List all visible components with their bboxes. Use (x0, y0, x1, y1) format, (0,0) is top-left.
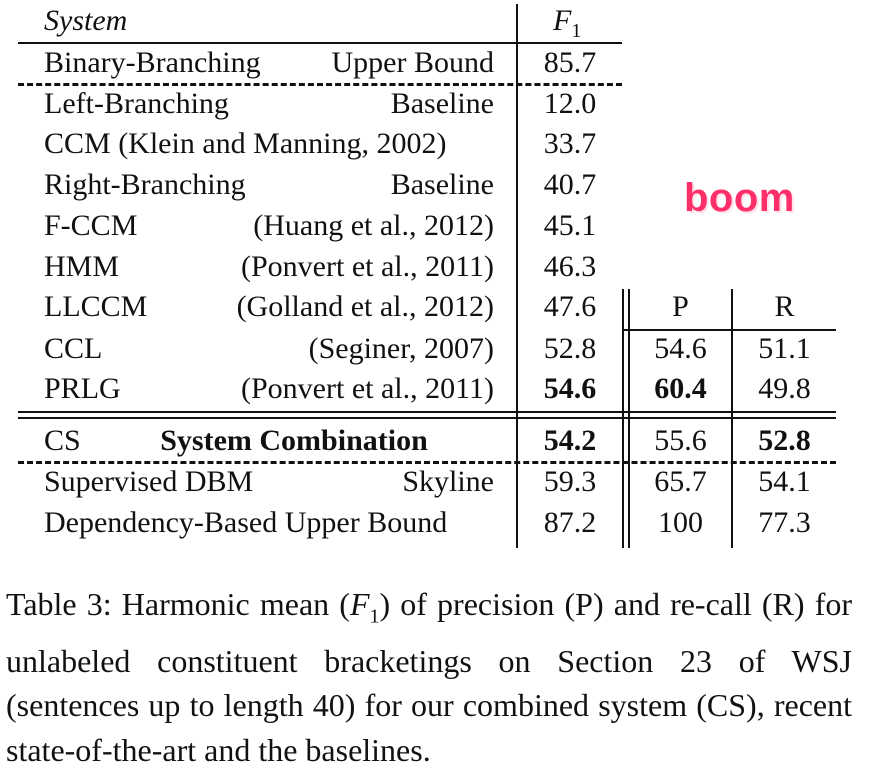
row-system-note: (Ponvert et al., 2011) (241, 250, 494, 283)
row-system-name: Left-Branching (44, 87, 229, 120)
row-system-note: (Ponvert et al., 2011) (241, 372, 494, 405)
row-system-name: CCM (Klein and Manning, 2002) (44, 127, 447, 160)
row-f1-value: 52.8 (543, 332, 597, 365)
table-caption: Table 3: Harmonic mean (F1) of precision… (6, 586, 853, 768)
row-system-name: Right-Branching (44, 168, 246, 201)
row-system-note: Upper Bound (331, 46, 494, 79)
row-f1-value: 54.2 (543, 424, 597, 457)
row-f1-value: 45.1 (543, 209, 597, 242)
row-recall-value: 49.8 (758, 372, 811, 405)
row-system-name: Binary-Branching (44, 46, 261, 79)
row-precision-value: 100 (658, 506, 703, 539)
row-system-note: (Seginer, 2007) (308, 332, 494, 365)
dashed-rule-2 (18, 461, 836, 464)
row-f1-value: 40.7 (543, 168, 597, 201)
row-system-name: Supervised DBM (44, 465, 254, 498)
header-rule (18, 42, 622, 44)
dashed-rule-1 (18, 83, 622, 86)
row-system-note: (Golland et al., 2012) (236, 290, 494, 323)
row-system-name: HMM (44, 250, 120, 283)
row-recall-value: 54.1 (758, 465, 811, 498)
row-recall-value: 52.8 (758, 424, 811, 457)
f1-column-divider (516, 4, 518, 548)
row-f1-value: 85.7 (543, 46, 597, 79)
row-precision-value: 65.7 (654, 465, 707, 498)
double-rule-top (18, 411, 836, 413)
row-system-note: Baseline (390, 87, 494, 120)
row-precision-value: 55.6 (654, 424, 707, 457)
row-recall-value: 51.1 (758, 332, 811, 365)
pr-column-divider (731, 289, 733, 548)
double-rule-bottom (18, 417, 836, 419)
row-system-note: Baseline (390, 168, 494, 201)
row-system-name: Dependency-Based Upper Bound (44, 506, 448, 539)
header-system: System (44, 4, 128, 37)
row-precision-value: 54.6 (654, 332, 707, 365)
row-system-note: Skyline (402, 465, 494, 498)
row-system-note: (Huang et al., 2012) (253, 209, 494, 242)
row-f1-value: 59.3 (543, 465, 597, 498)
row-system-name: PRLG (44, 372, 121, 405)
row-f1-value: 46.3 (543, 250, 597, 283)
pr-header-rule (622, 329, 836, 331)
header-r: R (774, 290, 795, 323)
row-recall-value: 77.3 (758, 506, 811, 539)
row-f1-value: 47.6 (543, 290, 597, 323)
row-system-name: CS (44, 424, 81, 457)
pr-double-bar-right (628, 289, 630, 548)
row-f1-value: 87.2 (543, 506, 597, 539)
row-system-name: CCL (44, 332, 103, 365)
row-f1-value: 12.0 (543, 87, 597, 120)
row-f1-value: 33.7 (543, 127, 597, 160)
boom-overlay-text: boom (684, 176, 795, 220)
row-system-note: System Combination (160, 424, 428, 457)
pr-double-bar-left (622, 289, 624, 548)
row-f1-value: 54.6 (543, 372, 597, 405)
header-p: P (672, 290, 689, 323)
row-system-name: LLCCM (44, 290, 148, 323)
row-system-name: F-CCM (44, 209, 138, 242)
header-f1: F1 (553, 4, 582, 42)
row-precision-value: 60.4 (654, 372, 707, 405)
